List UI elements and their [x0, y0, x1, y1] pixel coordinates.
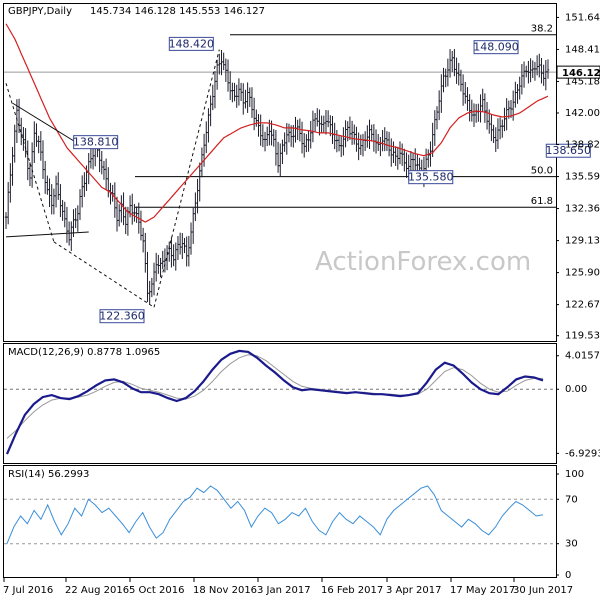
macd-panel-frame — [3, 343, 557, 464]
price-y-tick-label: 135.590 — [565, 172, 600, 183]
dashed-trendline — [153, 49, 220, 308]
price-y-tick-label: 125.900 — [565, 268, 600, 279]
ohlc-header: 145.734 146.128 145.553 146.127 — [90, 6, 265, 17]
rsi-y-tick-label: 0 — [565, 570, 571, 581]
price-annotation-box — [73, 135, 119, 150]
dashed-trendline — [53, 241, 155, 308]
x-tick-label: 30 Jun 2017 — [513, 585, 573, 596]
dashed-trendline — [5, 83, 55, 243]
x-tick-label: 3 Jan 2017 — [257, 585, 311, 596]
price-annotation-label: 135.580 — [408, 171, 454, 184]
price-y-tick-label: 129.130 — [565, 236, 600, 247]
current-price-label: 146.127 — [562, 68, 600, 79]
price-y-tick-label: 142.005 — [565, 108, 600, 119]
rsi-panel-frame — [3, 465, 557, 578]
price-annotation-label: 138.810 — [73, 136, 119, 149]
axis-layer: 151.645 148.415 145.185 142.005 138.820 135.5… — [3, 12, 600, 596]
price-y-tick-label: 148.415 — [565, 44, 600, 55]
macd-y-tick-label: -6.9293 — [565, 448, 600, 459]
macd-y-tick-label: 0.00 — [565, 384, 587, 395]
rsi-y-tick-label: 100 — [565, 469, 584, 480]
macd-line — [5, 349, 544, 455]
x-tick-label: 18 Nov 2016 — [193, 585, 257, 596]
price-y-tick-label: 119.535 — [565, 331, 600, 342]
price-y-tick-label: 145.185 — [565, 76, 600, 87]
x-tick-label: 5 Oct 2016 — [129, 585, 184, 596]
price-annotation-label: 138.650 — [546, 144, 592, 157]
fib-level-label: 50.0 — [531, 166, 553, 177]
macd-layer — [4, 349, 556, 455]
price-layer: 38.2 50.0 61.8 148.420 148.090 138.810 135.580… — [4, 23, 592, 324]
price-y-tick-label: 151.645 — [565, 12, 600, 23]
price-annotation-box — [408, 170, 454, 185]
solid-trendline — [12, 102, 81, 146]
fib-level-label: 38.2 — [531, 24, 553, 35]
current-price-tag — [556, 65, 600, 79]
x-tick-label: 22 Aug 2016 — [65, 585, 129, 596]
fib-level-label: 61.8 — [531, 196, 553, 207]
moving-average-line — [5, 23, 549, 223]
x-tick-label: 7 Jul 2016 — [3, 585, 53, 596]
rsi-line — [6, 485, 544, 544]
watermark: ActionForex.com — [315, 247, 531, 277]
price-y-tick-label: 122.670 — [565, 300, 600, 311]
macd-y-tick-label: 4.0157 — [565, 351, 600, 362]
symbol-header: GBPJPY,Daily — [8, 6, 72, 17]
solid-trendline — [5, 231, 89, 238]
x-tick-label: 16 Feb 2017 — [321, 585, 383, 596]
price-y-tick-label: 132.360 — [565, 204, 600, 215]
rsi-layer — [4, 485, 556, 545]
macd-label: MACD(12,26,9) 0.8778 1.0965 — [8, 347, 160, 358]
x-tick-label: 3 Apr 2017 — [386, 585, 441, 596]
price-annotation-label: 148.090 — [473, 41, 519, 54]
price-annotation-label: 148.420 — [169, 37, 215, 50]
rsi-y-tick-label: 70 — [565, 494, 578, 505]
rsi-label: RSI(14) 56.2993 — [8, 469, 89, 480]
x-tick-label: 17 May 2017 — [450, 585, 515, 596]
price-panel-frame — [3, 3, 557, 342]
macd-signal-line — [6, 354, 543, 439]
price-annotation-label: 122.360 — [99, 310, 145, 323]
price-y-tick-label: 138.820 — [565, 140, 600, 151]
price-annotation-box — [99, 309, 145, 324]
rsi-y-tick-label: 30 — [565, 539, 578, 550]
price-annotation-box — [473, 40, 519, 55]
price-annotation-box — [168, 36, 214, 51]
price-annotation-box — [545, 143, 591, 158]
